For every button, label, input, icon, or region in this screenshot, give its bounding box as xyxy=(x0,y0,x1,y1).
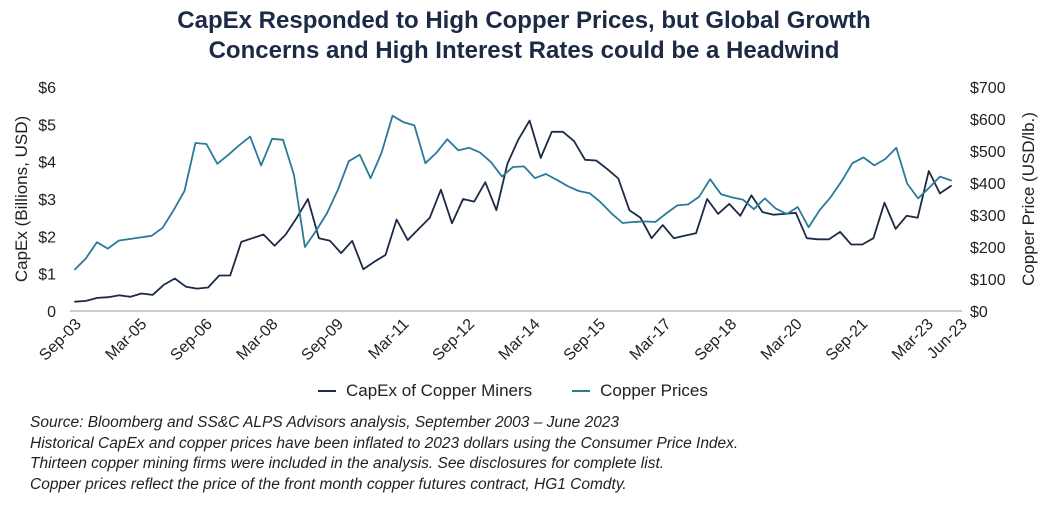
x-tick-label: Mar-20 xyxy=(758,316,806,364)
y-tick-label: $3 xyxy=(38,192,56,209)
legend-item-capex: CapEx of Copper Miners xyxy=(318,381,532,401)
y-tick-label: $6 xyxy=(38,80,56,97)
x-tick-label: Mar-17 xyxy=(627,316,675,364)
y2-tick-label: $700 xyxy=(970,80,1006,97)
y-tick-label: $2 xyxy=(38,229,56,246)
x-tick-label: Mar-14 xyxy=(496,316,544,364)
y-axis-label: CapEx (Billions, USD) xyxy=(12,116,31,282)
x-tick-label: Sep-21 xyxy=(823,316,872,365)
x-tick-label: Sep-18 xyxy=(692,316,741,365)
y2-tick-label: $200 xyxy=(970,240,1006,257)
y-tick-label: $5 xyxy=(38,117,56,134)
note-source: Source: Bloomberg and SS&C ALPS Advisors… xyxy=(30,414,620,431)
chart-title: CapEx Responded to High Copper Prices, b… xyxy=(0,6,1048,66)
chart-title-line2: Concerns and High Interest Rates could b… xyxy=(208,37,840,64)
legend-label-capex: CapEx of Copper Miners xyxy=(346,381,533,400)
series-line-copper xyxy=(74,114,952,271)
note-copper-contract: Copper prices reflect the price of the f… xyxy=(30,475,627,493)
y2-tick-label: $0 xyxy=(970,304,988,321)
x-tick-label: Sep-15 xyxy=(561,316,610,365)
legend-item-copper: Copper Prices xyxy=(572,381,708,401)
y-tick-label: $1 xyxy=(38,267,56,284)
x-tick-label: Mar-11 xyxy=(365,316,412,363)
y2-tick-label: $100 xyxy=(970,272,1006,289)
series-line-capex xyxy=(74,119,952,303)
legend-swatch-copper xyxy=(572,390,591,392)
source-notes: Source: Bloomberg and SS&C ALPS Advisors… xyxy=(30,413,738,495)
y-tick-label: $4 xyxy=(38,155,56,172)
x-tick-label: Mar-08 xyxy=(234,316,282,364)
legend-swatch-capex xyxy=(318,390,336,392)
x-tick-label: Mar-05 xyxy=(103,316,151,364)
legend: CapEx of Copper Miners Copper Prices xyxy=(318,381,708,401)
x-tick-label: Sep-06 xyxy=(167,316,216,365)
y-tick-label: 0 xyxy=(47,304,56,321)
y2-tick-label: $500 xyxy=(970,144,1006,161)
x-tick-label: Sep-03 xyxy=(36,316,85,365)
x-tick-label: Sep-12 xyxy=(430,316,479,365)
chart-title-line1: CapEx Responded to High Copper Prices, b… xyxy=(177,7,871,34)
y2-axis-label: Copper Price (USD/lb.) xyxy=(1019,112,1038,286)
y2-tick-label: $400 xyxy=(970,176,1006,193)
y2-tick-label: $300 xyxy=(970,208,1006,225)
note-inflation: Historical CapEx and copper prices have … xyxy=(30,434,739,452)
x-tick-label: Sep-09 xyxy=(298,316,347,365)
legend-label-copper: Copper Prices xyxy=(600,381,708,400)
note-firms: Thirteen copper mining firms were includ… xyxy=(30,455,665,472)
y2-tick-label: $600 xyxy=(970,112,1006,129)
